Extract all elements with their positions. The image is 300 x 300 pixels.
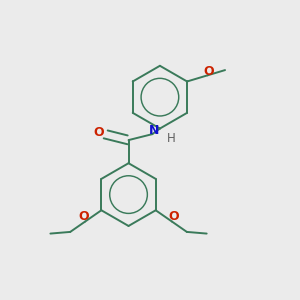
Text: N: N <box>149 124 160 137</box>
Text: H: H <box>167 132 175 145</box>
Text: O: O <box>94 126 104 139</box>
Text: O: O <box>203 64 214 77</box>
Text: O: O <box>168 210 179 224</box>
Text: O: O <box>78 210 89 224</box>
